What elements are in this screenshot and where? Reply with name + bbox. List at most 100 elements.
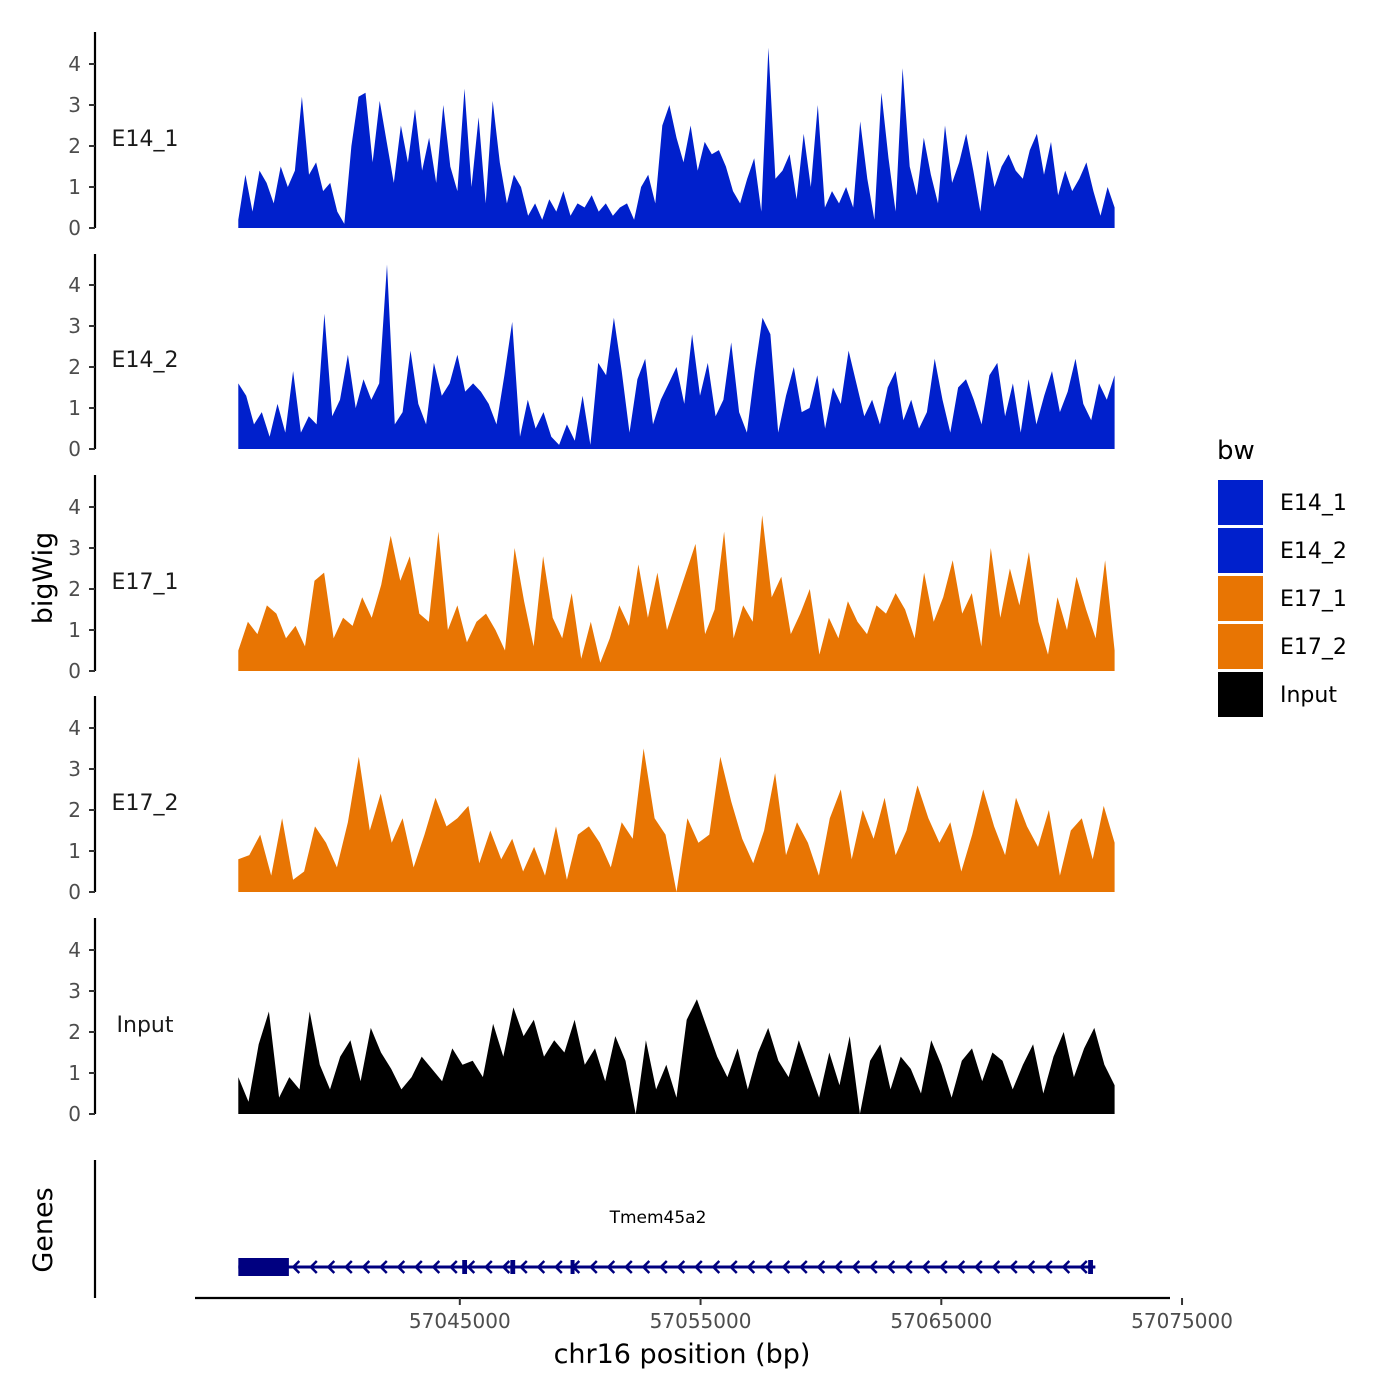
strand-arrow: [851, 1260, 861, 1274]
x-tick-label: 57055000: [650, 1309, 752, 1333]
y-tick-label: 4: [68, 273, 81, 297]
strand-arrow: [1079, 1260, 1088, 1274]
strand-arrow: [991, 1260, 1001, 1274]
legend-label-e17_1: E17_1: [1280, 587, 1347, 612]
x-tick-label: 57045000: [409, 1309, 511, 1333]
strand-arrow: [291, 1260, 301, 1274]
y-tick-label: 1: [68, 618, 81, 642]
y-tick-label: 0: [68, 1102, 81, 1126]
strand-arrow: [974, 1260, 983, 1274]
y-tick-label: 2: [68, 355, 81, 379]
y-tick-label: 0: [68, 880, 81, 904]
legend-label-e17_2: E17_2: [1280, 635, 1347, 660]
x-axis-title: chr16 position (bp): [554, 1339, 811, 1370]
legend-label-e14_2: E14_2: [1280, 539, 1347, 564]
legend-label-e14_1: E14_1: [1280, 491, 1347, 516]
y-tick-label: 2: [68, 1020, 81, 1044]
strand-arrow: [589, 1260, 598, 1274]
legend-swatch-e17_2: [1218, 624, 1263, 669]
strand-arrow: [484, 1260, 493, 1274]
strand-arrow: [431, 1260, 441, 1274]
track-label: E14_1: [112, 127, 179, 152]
track-e17_1: 0 1 2 3 4 E17_1: [68, 475, 1115, 683]
y-tick-label: 2: [68, 798, 81, 822]
gene-exon: [462, 1260, 468, 1274]
strand-arrow: [1026, 1260, 1036, 1274]
strand-arrow: [746, 1260, 756, 1274]
signal-area-e14_2: [238, 264, 1115, 449]
track-e14_1: 0 1 2 3 4 E14_1: [68, 32, 1115, 240]
strand-arrow: [659, 1260, 668, 1274]
strand-arrow: [414, 1260, 423, 1274]
legend-swatch-e14_1: [1218, 480, 1263, 525]
strand-arrow: [834, 1260, 843, 1274]
x-axis: 57045000 57055000 57065000 57075000: [195, 1296, 1233, 1333]
y-tick-label: 3: [68, 536, 81, 560]
legend-swatch-e14_2: [1218, 528, 1263, 573]
strand-arrow: [799, 1260, 808, 1274]
track-label: E17_1: [112, 570, 179, 595]
gene-exon: [510, 1260, 516, 1274]
strand-arrow: [711, 1260, 721, 1274]
strand-arrow: [921, 1260, 931, 1274]
signal-area-e17_1: [238, 515, 1115, 671]
track-label: Input: [117, 1013, 174, 1038]
legend: bw E14_1 E14_2 E17_1 E17_2 Input: [1217, 436, 1347, 717]
y-tick-label: 1: [68, 839, 81, 863]
legend-swatch-input: [1218, 672, 1263, 717]
y-tick-label: 3: [68, 93, 81, 117]
gene-exon: [570, 1260, 575, 1274]
legend-title: bw: [1217, 436, 1255, 466]
strand-arrow: [309, 1260, 318, 1274]
x-tick-label: 57065000: [890, 1309, 992, 1333]
strand-arrow: [344, 1260, 353, 1274]
strand-arrow: [606, 1260, 616, 1274]
strand-arrow: [326, 1260, 336, 1274]
strand-arrow: [781, 1260, 791, 1274]
strand-arrow: [676, 1260, 686, 1274]
strand-arrow: [361, 1260, 371, 1274]
track-e17_2: 0 1 2 3 4 E17_2: [68, 696, 1115, 904]
strand-arrow: [904, 1260, 913, 1274]
signal-area-input: [238, 999, 1115, 1114]
strand-arrow: [466, 1260, 476, 1274]
track-input: 0 1 2 3 4 Input: [68, 918, 1115, 1126]
strand-arrow: [764, 1260, 773, 1274]
genes-axis-title: Genes: [28, 1187, 59, 1272]
x-tick-label: 57075000: [1131, 1309, 1233, 1333]
strand-arrow: [641, 1260, 651, 1274]
y-tick-label: 1: [68, 175, 81, 199]
strand-arrow: [886, 1260, 896, 1274]
strand-arrow: [396, 1260, 406, 1274]
strand-arrow: [1009, 1260, 1018, 1274]
strand-arrow: [694, 1260, 703, 1274]
y-tick-label: 4: [68, 495, 81, 519]
y-tick-label: 4: [68, 716, 81, 740]
signal-area-e14_1: [238, 47, 1115, 228]
y-tick-label: 1: [68, 1061, 81, 1085]
strand-arrow: [379, 1260, 388, 1274]
strand-arrow: [956, 1260, 966, 1274]
track-label: E14_2: [112, 348, 179, 373]
signal-area-e17_2: [238, 748, 1115, 892]
y-tick-label: 3: [68, 757, 81, 781]
strand-arrow: [449, 1260, 458, 1274]
y-tick-label: 3: [68, 314, 81, 338]
strand-arrow: [536, 1260, 546, 1274]
bigwig-tracks: 0 1 2 3 4 E14_1 0 1 2 3 4 E14_2 0 1 2 3 4 E17_1 0 1 2 3 4 E17_2…: [68, 32, 1115, 1126]
y-tick-label: 4: [68, 938, 81, 962]
strand-arrow: [939, 1260, 948, 1274]
y-tick-label: 0: [68, 437, 81, 461]
strand-arrow: [869, 1260, 878, 1274]
strand-arrow: [554, 1260, 563, 1274]
track-e14_2: 0 1 2 3 4 E14_2: [68, 254, 1115, 461]
strand-arrow: [519, 1260, 528, 1274]
y-tick-label: 2: [68, 577, 81, 601]
strand-arrow: [1044, 1260, 1053, 1274]
y-tick-label: 2: [68, 134, 81, 158]
y-tick-label: 0: [68, 216, 81, 240]
gene-name-label: Tmem45a2: [609, 1208, 707, 1228]
strand-arrow: [1061, 1260, 1071, 1274]
gene-track: [93, 1160, 1096, 1298]
y-tick-label: 4: [68, 52, 81, 76]
